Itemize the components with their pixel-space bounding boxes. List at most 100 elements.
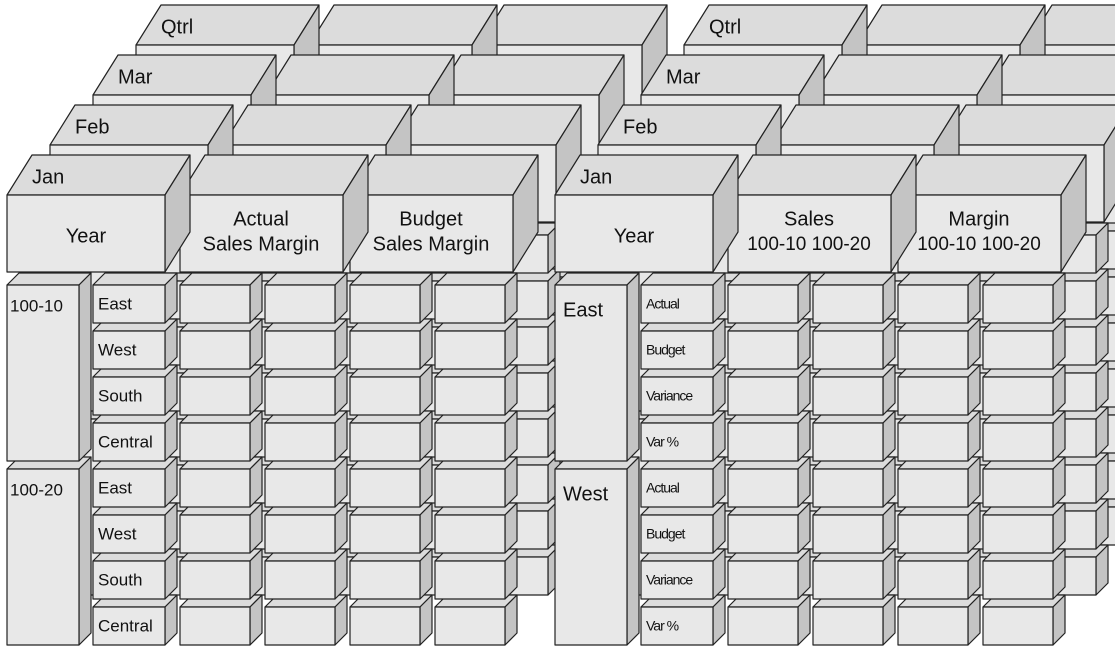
box-top [264,272,348,286]
data-cell [727,410,811,462]
box-front [349,560,421,600]
box-top [435,54,625,96]
box-front [554,468,628,646]
box-front [92,284,166,324]
box-front [264,560,336,600]
data-cell [349,318,433,370]
box-front [264,514,336,554]
box-top [727,272,811,286]
box-front [982,606,1054,646]
box-front [727,468,799,508]
box-side [78,272,92,462]
box-front [897,514,969,554]
column-header-box: Actual Sales Margin [179,154,369,273]
box-front [982,422,1054,462]
box-front [812,560,884,600]
box-front [349,284,421,324]
row-label-box: Variance [640,548,726,600]
data-cell [179,456,263,508]
box-front [897,376,969,416]
group-label-box: West [554,456,640,646]
column-header-line: Budget [399,208,463,230]
corner-label: Year [66,225,107,247]
box-top [179,272,263,286]
data-cell [727,272,811,324]
row-label-box: Var % [640,594,726,646]
layer-label: Mar [666,66,701,88]
box-top [982,272,1066,286]
data-cell [897,548,981,600]
box-front [897,330,969,370]
box-front [349,330,421,370]
group-label: 100-10 [10,296,63,315]
data-cell [897,594,981,646]
data-cell [264,364,348,416]
box-top [940,104,1115,146]
box-front [434,422,506,462]
layer-label: Feb [75,116,109,138]
box-top [349,272,433,286]
data-cell [264,272,348,324]
box-front [727,422,799,462]
box-front [727,606,799,646]
box-front [92,468,166,508]
box-front [897,422,969,462]
layer-label: Jan [580,166,612,188]
row-label: Actual [646,296,680,312]
box-front [727,330,799,370]
box-front [812,284,884,324]
data-cell [434,456,518,508]
data-cell [897,410,981,462]
group-label: 100-20 [10,480,63,499]
box-front [264,284,336,324]
layer-label: Jan [32,166,64,188]
box-front [640,560,714,600]
box-top [727,154,917,196]
data-cell [179,410,263,462]
box-front [92,606,166,646]
row-label: East [98,478,132,497]
box-top [179,154,369,196]
box-top [897,154,1087,196]
data-cell [897,456,981,508]
data-cell [349,502,433,554]
row-label-box: Actual [640,272,726,324]
box-front [727,560,799,600]
data-cell [179,594,263,646]
box-front [897,606,969,646]
group-label-box: East [554,272,640,462]
data-cell [727,364,811,416]
box-front [812,468,884,508]
row-label-box: Actual [640,456,726,508]
data-cell [264,548,348,600]
row-label: Var % [646,618,679,634]
box-front [434,284,506,324]
box-front [6,284,80,462]
box-front [349,606,421,646]
data-cell [727,456,811,508]
box-front [812,422,884,462]
data-cell [812,594,896,646]
box-front [554,284,628,462]
row-label-box: East [92,456,178,508]
box-front [897,468,969,508]
box-front [640,330,714,370]
box-front [92,422,166,462]
box-front [349,468,421,508]
data-cell [179,548,263,600]
box-top [478,4,668,46]
row-label-box: Var % [640,410,726,462]
row-label-box: East [92,272,178,324]
box-top [222,104,412,146]
box-front [640,514,714,554]
row-label: Central [98,616,153,635]
data-cell [897,502,981,554]
box-front [179,468,251,508]
row-label-box: Central [92,594,178,646]
data-cell [982,318,1066,370]
data-cell [434,364,518,416]
data-cell [179,272,263,324]
box-top [856,4,1046,46]
data-cell [264,410,348,462]
